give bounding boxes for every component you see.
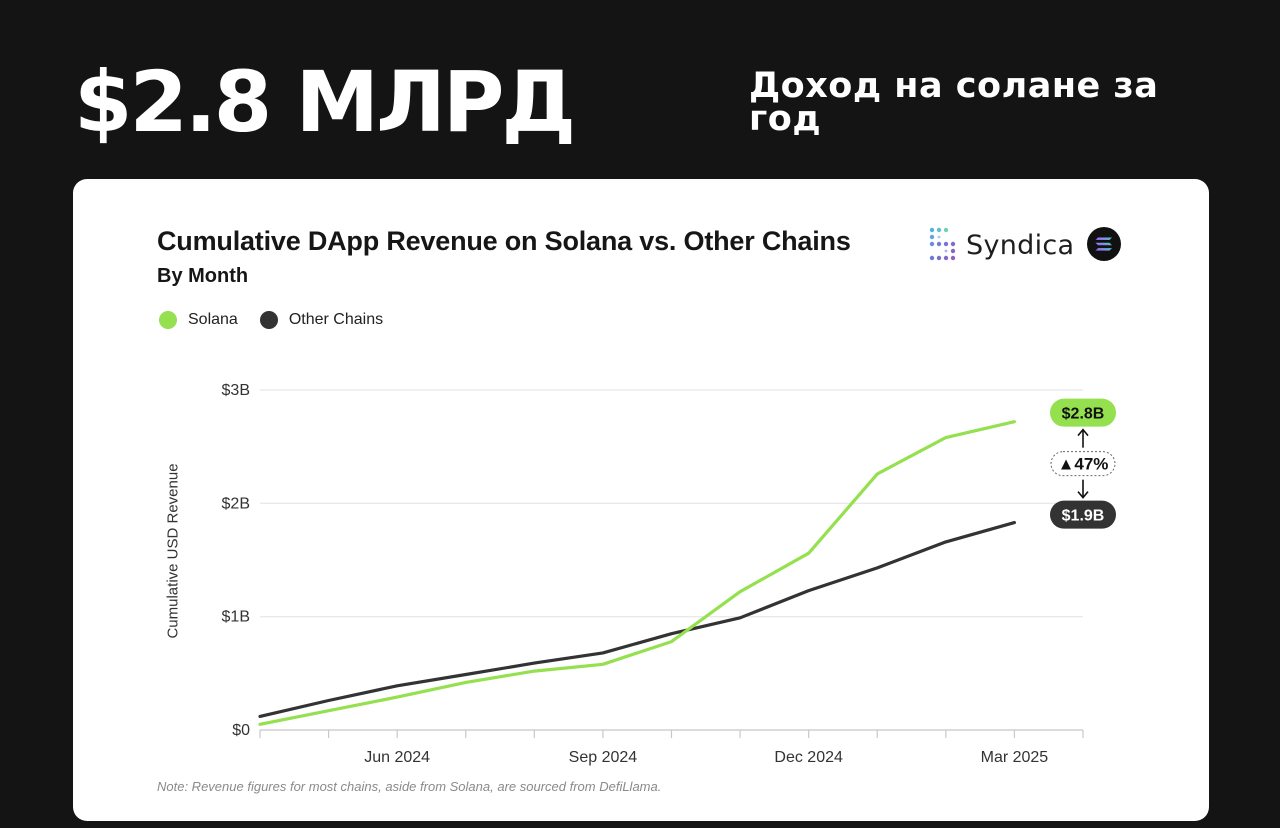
solana-logo-icon bbox=[1087, 227, 1121, 261]
chart-card: Cumulative DApp Revenue on Solana vs. Ot… bbox=[73, 179, 1209, 821]
y-tick-label: $0 bbox=[232, 722, 250, 739]
arrow-down-icon bbox=[1077, 491, 1089, 499]
chart-legend: Solana Other Chains bbox=[159, 311, 405, 329]
solana-end-badge bbox=[1050, 398, 1116, 427]
solana-end-label: $2.8B bbox=[1062, 406, 1105, 423]
legend-marker-solana bbox=[159, 311, 177, 329]
legend-label-solana: Solana bbox=[188, 311, 238, 328]
x-tick-label: Jun 2024 bbox=[364, 749, 430, 766]
legend-label-other-chains: Other Chains bbox=[288, 311, 384, 328]
x-tick-label: Dec 2024 bbox=[774, 749, 843, 766]
legend-item-solana: Solana bbox=[159, 311, 238, 329]
other-chains-end-badge bbox=[1050, 500, 1116, 529]
source-note: Note: Revenue figures for most chains, a… bbox=[157, 779, 662, 794]
headline-value: $2.8 МЛРД bbox=[74, 53, 576, 151]
series-line-other-chains bbox=[258, 521, 1017, 719]
legend-item-other-chains: Other Chains bbox=[259, 311, 384, 329]
difference-label: ▲47% bbox=[1058, 455, 1109, 474]
headline-caption: Доход на солане за год bbox=[749, 66, 1159, 139]
series-line-solana bbox=[258, 420, 1017, 726]
brand-name: Syndica bbox=[966, 229, 1075, 261]
chart-subtitle: By Month bbox=[157, 265, 249, 287]
other-chains-end-label: $1.9B bbox=[1062, 508, 1105, 525]
chart-title: Cumulative DApp Revenue on Solana vs. Ot… bbox=[157, 226, 851, 256]
difference-pill bbox=[1050, 451, 1116, 477]
y-tick-label: $3B bbox=[222, 382, 250, 399]
chart-plot: $0 $1B $2B $3B Jun 2024 Sep 2024 Dec 2024 Mar 2… bbox=[222, 382, 1116, 766]
x-tick-label: Sep 2024 bbox=[569, 749, 638, 766]
y-tick-label: $1B bbox=[222, 609, 250, 626]
arrow-up-icon bbox=[1077, 428, 1089, 437]
x-tick-label: Mar 2025 bbox=[981, 749, 1049, 766]
y-tick-label: $2B bbox=[222, 495, 250, 512]
syndica-brand: Syndica bbox=[928, 223, 1074, 267]
syndica-logo-icon bbox=[929, 227, 956, 261]
legend-marker-other-chains bbox=[259, 311, 278, 329]
